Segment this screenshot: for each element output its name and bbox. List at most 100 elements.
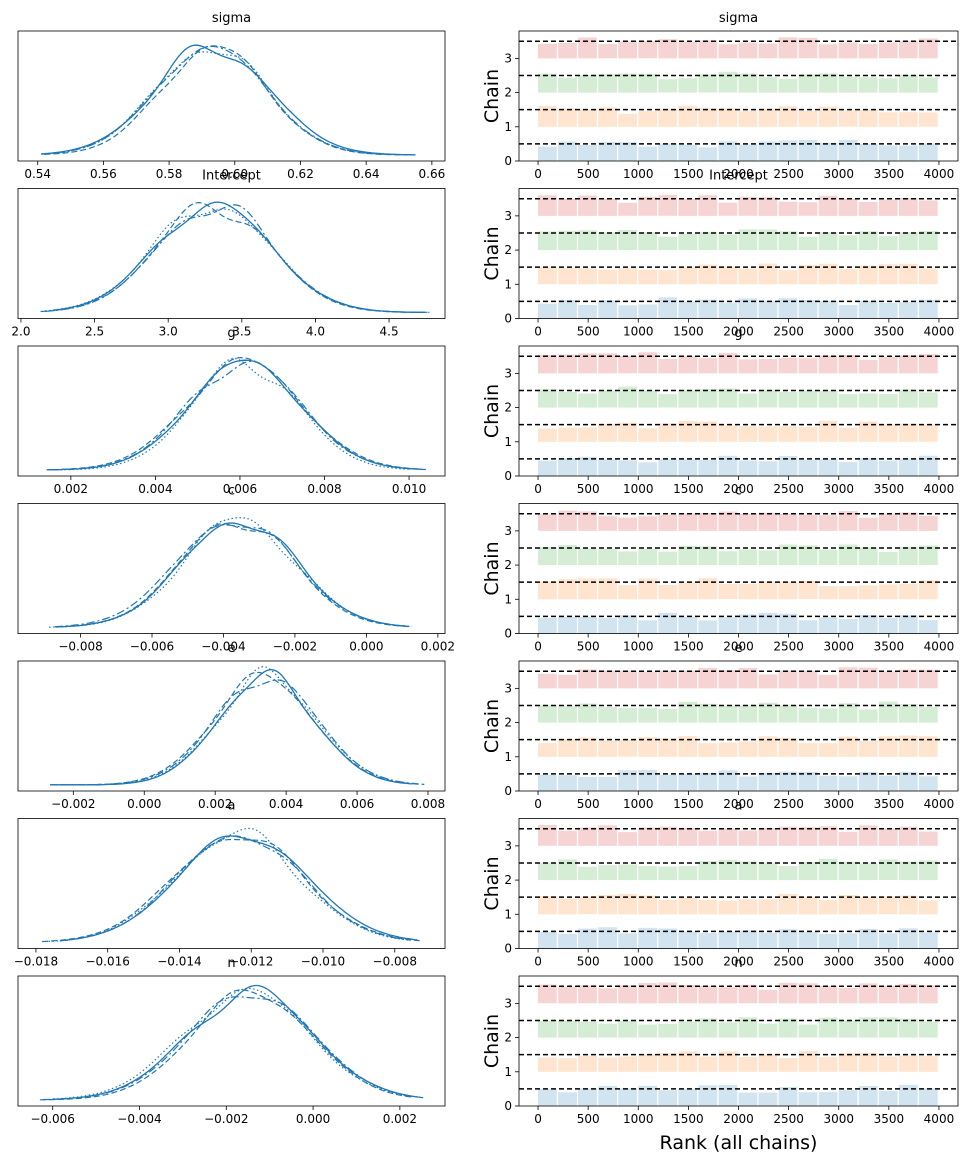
rank-bar-chain-0 (858, 301, 878, 319)
rank-bar-chain-2 (778, 544, 798, 566)
rank-bar-chain-0 (838, 462, 858, 476)
rank-bar-chain-2 (778, 866, 798, 881)
rank-bar-chain-2 (638, 549, 658, 565)
rank-ylabel: Chain (481, 226, 503, 280)
rank-bar-chain-1 (698, 1056, 718, 1072)
rank-bar-chain-1 (858, 265, 878, 285)
rank-bar-chain-1 (918, 1056, 938, 1072)
kde-curve-chain-2 (48, 357, 412, 471)
rank-bar-chain-0 (538, 460, 557, 476)
rank-bar-chain-0 (858, 772, 878, 791)
rank-xtick-label: 1000 (623, 325, 654, 339)
rank-bar-chain-3 (618, 985, 637, 1004)
rank-bar-chain-0 (558, 299, 577, 319)
rank-bar-chain-3 (778, 37, 798, 59)
rank-bar-chain-2 (718, 234, 738, 251)
rank-bar-chain-3 (738, 42, 758, 59)
kde-panel-g: 0.002 0.004 0.006 0.008 0.010 g (17, 326, 446, 496)
rank-bar-chain-1 (578, 578, 597, 600)
rank-bar-chain-3 (558, 986, 577, 1004)
rank-bar-chain-3 (858, 667, 878, 689)
rank-bar-chain-0 (618, 460, 637, 476)
kde-xtick-label: 0.62 (287, 167, 314, 181)
rank-bar-chain-2 (878, 551, 898, 566)
rank-bar-chain-0 (558, 933, 577, 949)
rank-bar-chain-0 (918, 620, 938, 634)
rank-bar-chain-2 (898, 232, 918, 251)
rank-bar-chain-0 (638, 462, 658, 476)
rank-bar-chain-2 (618, 230, 637, 250)
rank-bar-chain-3 (558, 42, 577, 59)
rank-bar-chain-0 (578, 928, 597, 949)
rank-bar-chain-1 (858, 109, 878, 127)
rank-bar-chain-0 (818, 301, 838, 319)
rank-bar-chain-3 (838, 667, 858, 689)
rank-panel-sigma: 0 1 2 3 0 500 1000 1500 2000 2500 3000 3500 4000 sigm… (481, 11, 959, 181)
rank-bar-chain-0 (558, 775, 577, 791)
rank-bar-chain-1 (878, 896, 898, 915)
rank-bar-chain-2 (898, 74, 918, 93)
rank-bar-chain-3 (578, 827, 597, 846)
rank-bar-chain-3 (758, 197, 778, 216)
rank-bar-chain-0 (598, 1086, 617, 1106)
rank-xtick-label: 2000 (723, 797, 754, 811)
rank-bar-chain-0 (538, 932, 557, 949)
rank-bar-chain-0 (718, 1085, 738, 1106)
rank-xtick-label: 2000 (723, 640, 754, 654)
rank-bar-chain-1 (538, 581, 557, 600)
rank-bar-chain-2 (918, 230, 938, 251)
rank-bar-chain-1 (878, 424, 898, 442)
rank-bar-chain-2 (778, 1018, 798, 1038)
rank-bar-chain-2 (578, 1021, 597, 1038)
rank-bar-chain-1 (738, 899, 758, 915)
kde-xtick-label: 0.002 (383, 1112, 417, 1126)
rank-bar-chain-0 (678, 774, 698, 791)
rank-bar-chain-0 (878, 303, 898, 319)
rank-bar-chain-2 (698, 703, 718, 723)
kde-curve-chain-1 (39, 989, 412, 1101)
rank-bar-chain-3 (878, 42, 898, 59)
rank-bar-chain-1 (658, 423, 678, 442)
rank-bar-chain-2 (858, 77, 878, 93)
rank-bar-chain-0 (698, 299, 718, 319)
kde-xtick-label: 0.002 (198, 797, 232, 811)
rank-bar-chain-1 (618, 268, 637, 285)
rank-bar-chain-1 (878, 264, 898, 285)
kde-xtick-label: 0.004 (138, 482, 172, 496)
rank-bar-chain-0 (778, 456, 798, 476)
rank-bar-chain-2 (538, 862, 557, 881)
rank-bar-chain-0 (758, 461, 778, 476)
rank-bar-chain-3 (878, 199, 898, 216)
rank-bar-chain-2 (618, 551, 637, 566)
rank-bar-chain-2 (658, 709, 678, 723)
rank-bar-chain-1 (598, 424, 617, 442)
rank-bar-chain-2 (818, 73, 838, 93)
kde-xtick-label: 3.0 (159, 325, 178, 339)
rank-bar-chain-3 (918, 831, 938, 846)
kde-xtick-label: 0.010 (392, 482, 426, 496)
rank-bar-chain-0 (578, 1088, 597, 1106)
rank-bar-chain-2 (758, 77, 778, 93)
rank-xtick-label: 4000 (924, 955, 955, 969)
kde-xtick-label: −0.004 (117, 1112, 161, 1126)
rank-bar-chain-2 (738, 229, 758, 251)
rank-xtick-label: 1000 (623, 797, 654, 811)
rank-bar-chain-0 (618, 142, 637, 161)
kde-xtick-label: 0.000 (349, 640, 383, 654)
rank-bar-chain-0 (878, 618, 898, 634)
rank-bar-chain-2 (598, 865, 617, 880)
rank-bar-chain-3 (718, 511, 738, 531)
rank-bar-chain-3 (798, 37, 818, 59)
rank-bar-chain-3 (658, 826, 678, 846)
rank-bar-chain-0 (658, 143, 678, 161)
rank-bar-chain-1 (838, 586, 858, 600)
kde-axes-frame (17, 188, 446, 319)
rank-panel-e: 0 1 2 3 0 500 1000 1500 2000 2500 3000 3500 4000 e Cha… (481, 641, 959, 811)
rank-bar-chain-1 (538, 267, 557, 285)
rank-bar-chain-0 (678, 459, 698, 476)
kde-xtick-label: −0.002 (204, 1112, 248, 1126)
rank-bar-chain-2 (738, 705, 758, 723)
kde-panel-intercept: 2.0 2.5 3.0 3.5 4.0 4.5 Intercept (11, 169, 446, 339)
rank-xtick-label: 1000 (623, 482, 654, 496)
rank-xtick-label: 3000 (823, 325, 854, 339)
